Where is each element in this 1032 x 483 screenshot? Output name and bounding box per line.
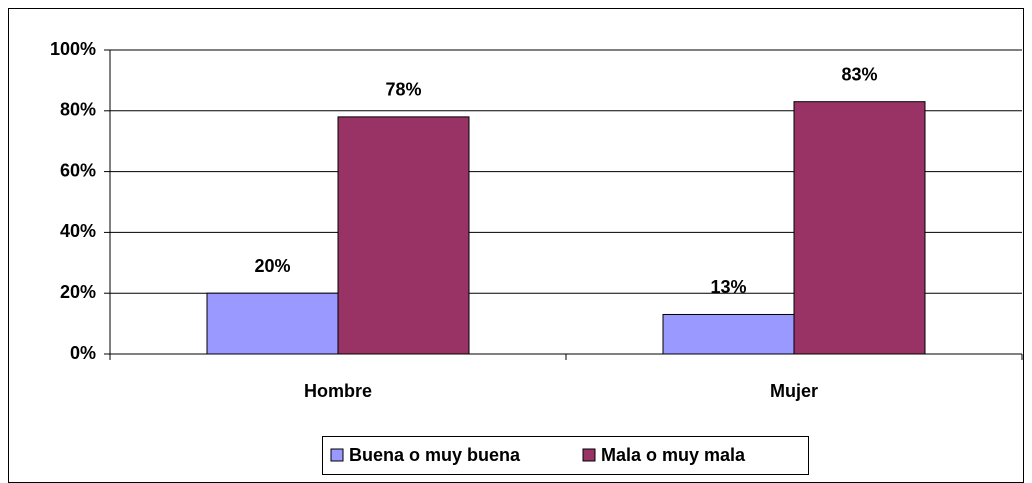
value-label: 83% bbox=[841, 64, 877, 84]
y-tick-label: 0% bbox=[70, 343, 96, 363]
legend-swatch bbox=[330, 448, 344, 462]
legend-label: Mala o muy mala bbox=[601, 445, 746, 465]
y-tick-label: 60% bbox=[60, 160, 96, 180]
bar bbox=[337, 116, 470, 355]
legend-label: Buena o muy buena bbox=[349, 445, 521, 465]
value-label: 13% bbox=[710, 277, 746, 297]
value-label: 78% bbox=[385, 80, 421, 100]
bar bbox=[662, 313, 795, 355]
y-tick-label: 100% bbox=[50, 39, 96, 59]
x-tick-label: Mujer bbox=[770, 381, 818, 401]
value-label: 20% bbox=[254, 256, 290, 276]
legend-box bbox=[322, 436, 809, 475]
bar bbox=[793, 101, 926, 355]
legend-swatch bbox=[582, 448, 596, 462]
x-tick-label: Hombre bbox=[304, 381, 372, 401]
y-tick-label: 20% bbox=[60, 282, 96, 302]
bar bbox=[206, 292, 339, 355]
y-tick-label: 80% bbox=[60, 100, 96, 120]
y-tick-label: 40% bbox=[60, 221, 96, 241]
